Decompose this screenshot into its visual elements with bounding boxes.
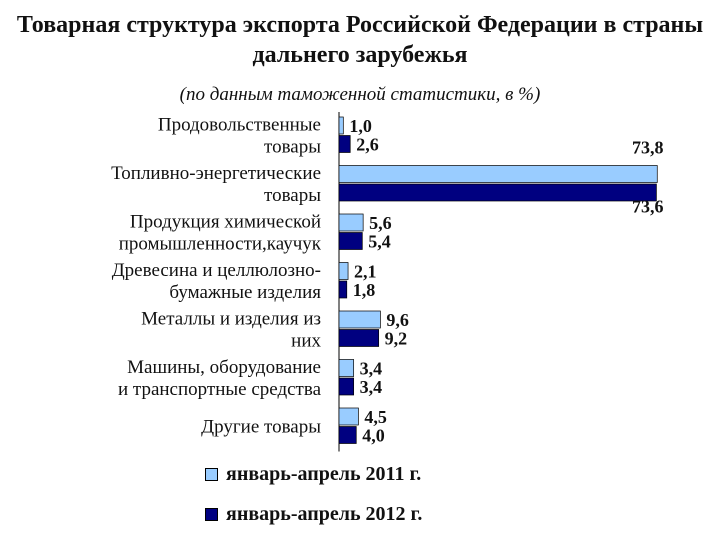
bar-2012 [338,426,357,444]
legend-swatch-2012 [205,508,218,521]
bar-2011 [338,310,381,329]
bar-2012 [338,232,363,250]
legend-label-2012: январь-апрель 2012 г. [226,503,423,525]
category-label: Древесина и целлюлозно- [112,260,321,281]
category-label: Топливно-энергетические [111,163,321,184]
data-label: 1,8 [353,280,376,300]
category-label: товары [264,185,321,206]
category-label: Металлы и изделия из [141,308,321,329]
data-label: 2,6 [356,135,379,155]
bar-2011 [338,116,344,135]
category-label: товары [264,136,321,157]
data-label: 9,2 [385,329,408,349]
legend-swatch-2011 [205,468,218,481]
data-label: 3,4 [360,359,383,379]
data-label: 2,1 [354,262,377,282]
bar-2011 [338,165,658,183]
chart-subtitle: (по данным таможенной статистики, в %) [179,84,541,105]
data-label: 5,4 [368,232,391,252]
bar-2012 [338,183,657,202]
data-label: 73,8 [632,138,664,158]
bar-2012 [338,377,355,396]
bar-2012 [338,280,348,299]
bar-2011 [338,407,359,426]
data-label: 3,4 [360,377,383,397]
category-label: Другие товары [201,416,321,437]
category-label: бумажные изделия [169,282,321,303]
chart-title: Товарная структура экспорта Российской Ф… [16,12,704,68]
data-label: 5,6 [369,213,392,233]
category-label: Машины, оборудование [127,357,321,378]
bar-2012 [338,329,380,347]
category-label: Продукция химической [130,211,321,232]
bar-2011 [338,213,364,232]
bar-2011 [338,359,355,377]
data-label: 4,5 [364,407,387,427]
legend-item-2012: январь-апрель 2012 г. [205,503,422,526]
data-label: 4,0 [362,426,385,446]
category-label: и транспортные средства [118,379,322,400]
category-label: Продовольственные [158,114,321,135]
legend-label-2011: январь-апрель 2011 г. [226,463,422,485]
bar-2012 [338,135,351,153]
legend-item-2011: январь-апрель 2011 г. [205,463,421,486]
category-label: промышленности,каучук [119,233,322,254]
category-label: них [291,330,321,351]
data-label: 9,6 [386,310,409,330]
bar-2011 [338,262,349,280]
data-label: 73,6 [632,197,664,217]
data-label: 1,0 [349,116,372,136]
